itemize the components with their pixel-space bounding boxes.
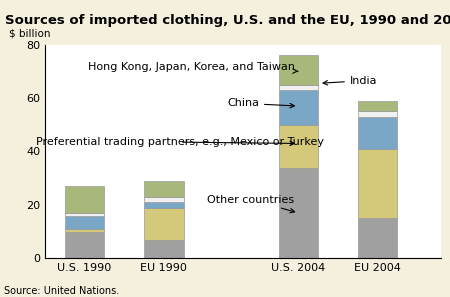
Bar [358, 117, 397, 149]
Text: Preferential trading partners, e.g., Mexico or Turkey: Preferential trading partners, e.g., Mex… [36, 137, 324, 147]
Bar [65, 229, 104, 232]
Text: $ billion: $ billion [9, 28, 51, 38]
Bar [144, 197, 184, 202]
Bar [358, 149, 397, 218]
Bar [65, 213, 104, 216]
Bar [144, 208, 184, 240]
Bar [65, 186, 104, 213]
Bar [358, 101, 397, 111]
Text: Sources of imported clothing, U.S. and the EU, 1990 and 2004: Sources of imported clothing, U.S. and t… [5, 14, 450, 26]
Bar [358, 218, 397, 258]
Text: India: India [323, 76, 378, 86]
Text: China: China [227, 98, 294, 108]
Bar [279, 90, 318, 125]
Text: Source: United Nations.: Source: United Nations. [4, 285, 120, 296]
Bar [279, 125, 318, 168]
Bar [144, 240, 184, 258]
Bar [279, 168, 318, 258]
Bar [65, 232, 104, 258]
Bar [65, 216, 104, 229]
Text: Other countries: Other countries [207, 195, 295, 213]
Bar [144, 202, 184, 208]
Bar [358, 111, 397, 117]
Bar [279, 55, 318, 85]
Bar [279, 85, 318, 90]
Bar [144, 181, 184, 197]
Text: Hong Kong, Japan, Korea, and Taiwan: Hong Kong, Japan, Korea, and Taiwan [88, 62, 298, 73]
